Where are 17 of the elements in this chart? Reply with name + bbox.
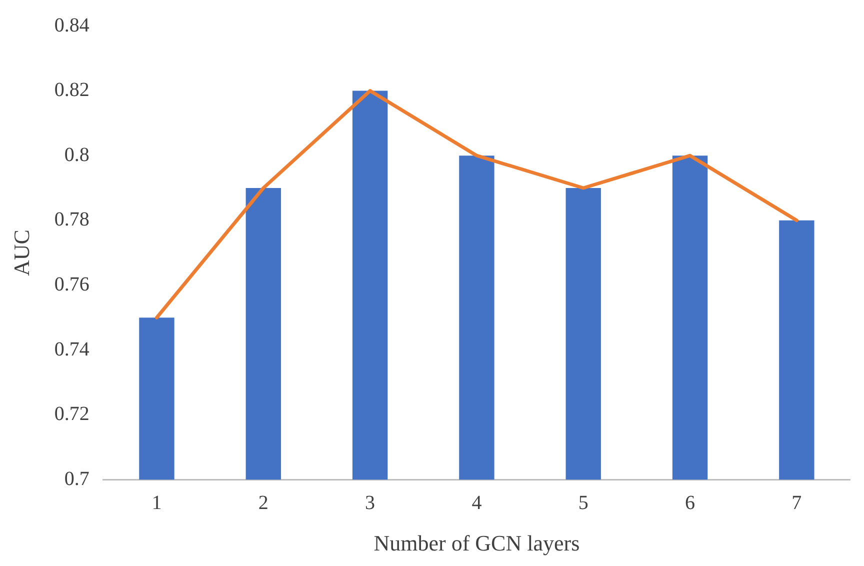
y-tick-label: 0.74 (54, 338, 90, 360)
x-tick-label: 3 (365, 492, 376, 514)
x-axis-title: Number of GCN layers (374, 530, 580, 556)
x-tick-label: 2 (258, 492, 268, 514)
y-tick-label: 0.72 (54, 403, 90, 426)
x-tick-label: 5 (578, 492, 588, 514)
y-tick-label: 0.84 (54, 14, 90, 36)
y-tick-label: 0.82 (54, 79, 90, 102)
x-tick-label: 4 (472, 492, 482, 514)
y-tick-label: 0.78 (54, 208, 90, 231)
y-tick-label: 0.7 (64, 468, 90, 490)
x-tick-label: 6 (685, 492, 696, 514)
x-tick-label: 7 (792, 492, 802, 514)
x-tick-label: 1 (152, 492, 162, 514)
y-tick-label: 0.8 (64, 144, 90, 166)
y-tick-label: 0.76 (54, 273, 90, 296)
y-axis-title: AUC (8, 230, 34, 276)
